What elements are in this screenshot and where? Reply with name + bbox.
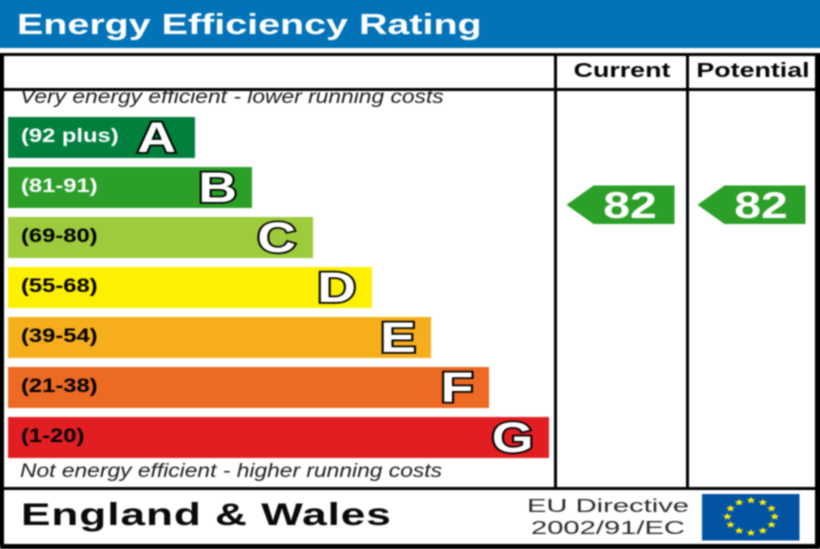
- svg-text:F: F: [441, 364, 474, 412]
- svg-text:A: A: [137, 114, 176, 162]
- svg-text:82: 82: [734, 185, 788, 226]
- svg-text:B: B: [198, 164, 237, 212]
- svg-text:E: E: [380, 314, 416, 362]
- svg-text:82: 82: [603, 185, 657, 226]
- svg-text:D: D: [317, 264, 356, 312]
- svg-text:C: C: [257, 214, 296, 262]
- svg-text:G: G: [492, 414, 534, 462]
